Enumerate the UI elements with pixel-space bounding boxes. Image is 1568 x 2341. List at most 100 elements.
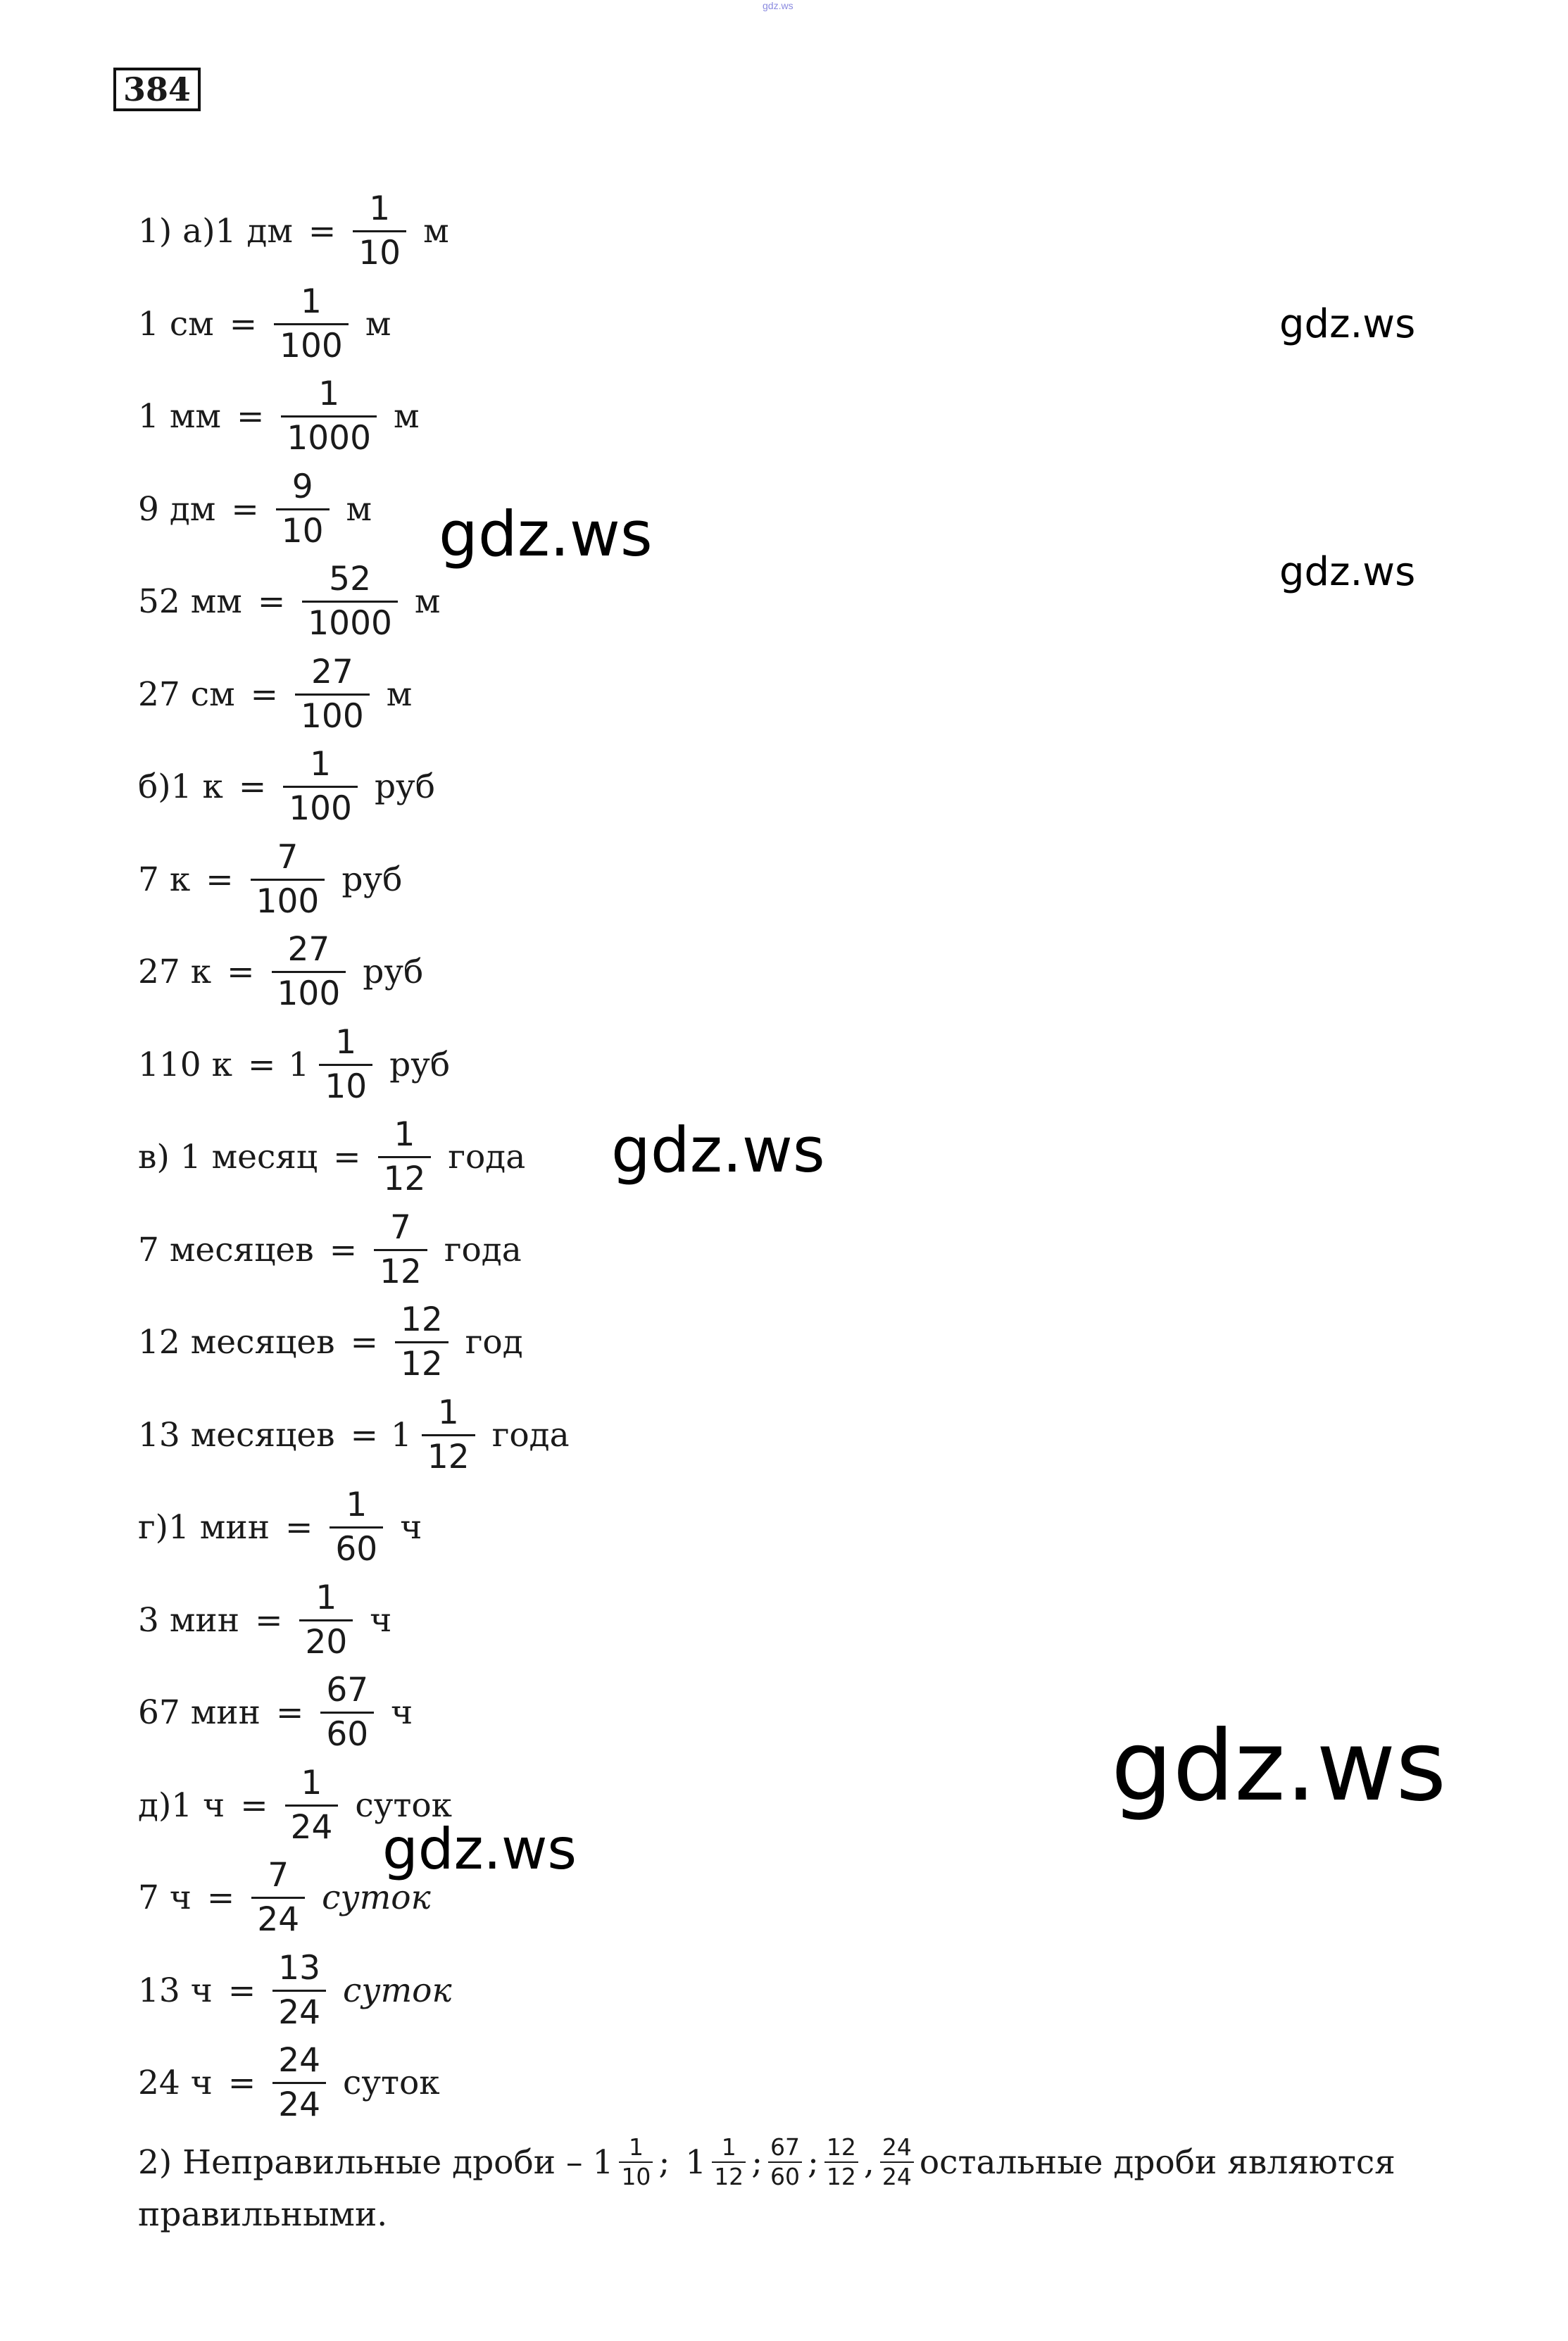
denominator: 100 bbox=[289, 789, 352, 828]
denominator: 12 bbox=[714, 2163, 744, 2190]
conversion-row: 1) а)1 дм = 1 10 м bbox=[138, 189, 449, 273]
separator: ; bbox=[658, 2142, 670, 2182]
conversion-row: 7 ч = 7 24 суток bbox=[138, 1855, 431, 1940]
fraction-bar bbox=[824, 2161, 858, 2163]
row-quantity: 7 ч bbox=[138, 1878, 192, 1917]
conversion-row: 27 к = 27 100 руб bbox=[138, 929, 423, 1014]
denominator: 100 bbox=[256, 881, 320, 921]
fraction: 1 12 bbox=[712, 2133, 746, 2191]
unit: руб bbox=[363, 952, 424, 991]
conversion-row: в) 1 месяц = 1 12 года bbox=[138, 1115, 525, 1199]
unit: суток bbox=[343, 2063, 440, 2102]
part2-tail-line2: правильными. bbox=[138, 2195, 388, 2234]
fraction: 52 1000 bbox=[302, 558, 398, 645]
conversion-row: 7 к = 7 100 руб bbox=[138, 837, 402, 922]
denominator: 12 bbox=[427, 1437, 470, 1476]
numerator: 7 bbox=[268, 1855, 289, 1895]
numerator: 12 bbox=[400, 1300, 443, 1339]
fraction-bar bbox=[394, 1341, 449, 1343]
row-quantity: 24 ч bbox=[138, 2063, 213, 2102]
numerator: 1 bbox=[394, 1115, 415, 1154]
fraction-bar bbox=[879, 2161, 914, 2163]
fraction: 24 24 bbox=[879, 2133, 914, 2191]
equals-sign: = bbox=[236, 396, 265, 436]
unit: ч bbox=[391, 1693, 413, 1732]
fraction-bar bbox=[768, 2161, 803, 2163]
fraction-bar bbox=[281, 415, 377, 418]
conversion-row: 13 месяцев = 1 1 12 года bbox=[138, 1393, 570, 1477]
whole-part: 1 bbox=[685, 2142, 707, 2182]
numerator: 24 bbox=[278, 2040, 321, 2080]
denominator: 1000 bbox=[308, 603, 392, 643]
unit: ч bbox=[370, 1600, 392, 1640]
fraction-bar bbox=[251, 1896, 306, 1899]
equals-sign: = bbox=[350, 1322, 378, 1362]
unit: м bbox=[393, 396, 420, 436]
fraction-bar bbox=[274, 322, 349, 325]
conversion-row: г)1 мин = 1 60 ч bbox=[138, 1485, 422, 1569]
fraction: 13 24 bbox=[272, 1947, 327, 2034]
fraction: 1 1000 bbox=[281, 373, 377, 460]
row-quantity: 13 месяцев bbox=[138, 1415, 335, 1455]
denominator: 10 bbox=[358, 233, 401, 272]
denominator: 12 bbox=[380, 1252, 422, 1291]
fraction: 7 100 bbox=[250, 836, 325, 923]
conversion-row: 1 см = 1 100 м bbox=[138, 282, 391, 366]
row-quantity: 3 мин bbox=[138, 1600, 240, 1640]
unit: руб bbox=[389, 1045, 451, 1084]
fraction-bar bbox=[272, 1989, 327, 1992]
numerator: 27 bbox=[287, 929, 330, 969]
numerator: 24 bbox=[882, 2133, 912, 2161]
equals-sign: = bbox=[250, 674, 279, 714]
fraction-bar bbox=[250, 878, 325, 881]
denominator: 12 bbox=[400, 1344, 443, 1383]
equals-sign: = bbox=[240, 1785, 268, 1825]
row-quantity: 13 ч bbox=[138, 1971, 213, 2010]
conversion-row: 3 мин = 1 20 ч bbox=[138, 1578, 391, 1662]
unit: года bbox=[444, 1230, 522, 1269]
row-quantity: 7 месяцев bbox=[138, 1230, 314, 1269]
separator: ; bbox=[808, 2142, 819, 2182]
equals-sign: = bbox=[333, 1137, 361, 1176]
numerator: 1 bbox=[310, 744, 332, 784]
unit: руб bbox=[341, 860, 403, 899]
numerator: 1 bbox=[335, 1022, 357, 1062]
row-quantity: 67 мин bbox=[138, 1693, 261, 1732]
unit: м bbox=[386, 674, 413, 714]
row-quantity: г)1 мин bbox=[138, 1507, 270, 1547]
row-quantity: 52 мм bbox=[138, 582, 242, 621]
fraction: 67 60 bbox=[768, 2133, 803, 2191]
numerator: 1 bbox=[301, 1763, 322, 1802]
fraction-bar bbox=[712, 2161, 746, 2163]
conversion-row: 67 мин = 67 60 ч bbox=[138, 1670, 413, 1755]
conversion-row: 1 мм = 1 1000 м bbox=[138, 374, 420, 458]
denominator: 60 bbox=[326, 1714, 369, 1754]
conversion-row: 13 ч = 13 24 суток bbox=[138, 1948, 452, 2033]
unit: год bbox=[465, 1322, 523, 1362]
numerator: 67 bbox=[770, 2133, 801, 2161]
exercise-number-box: 384 bbox=[113, 68, 201, 111]
watermark-text: gdz.ws bbox=[1111, 1709, 1447, 1823]
equals-sign: = bbox=[275, 1693, 304, 1732]
conversion-row: 24 ч = 24 24 суток bbox=[138, 2040, 440, 2125]
watermark-text: gdz.ws bbox=[382, 1816, 577, 1882]
denominator: 24 bbox=[278, 1992, 321, 2032]
fraction: 1 24 bbox=[284, 1762, 339, 1849]
fraction: 1 20 bbox=[299, 1577, 353, 1664]
numerator: 13 bbox=[278, 1948, 321, 1988]
numerator: 7 bbox=[277, 837, 299, 877]
watermark-text: gdz.ws bbox=[611, 1114, 825, 1186]
equals-sign: = bbox=[308, 211, 337, 251]
fraction: 67 60 bbox=[320, 1669, 375, 1756]
row-quantity: 9 дм bbox=[138, 489, 216, 529]
equals-sign: = bbox=[329, 1230, 358, 1269]
fraction-bar bbox=[295, 693, 370, 696]
fraction-bar bbox=[353, 230, 407, 232]
denominator: 100 bbox=[280, 326, 343, 365]
unit: года bbox=[491, 1415, 570, 1455]
equals-sign: = bbox=[248, 1045, 276, 1084]
fraction-bar bbox=[330, 1526, 384, 1529]
denominator: 12 bbox=[826, 2163, 856, 2190]
fraction-bar bbox=[302, 600, 398, 603]
fraction: 27 100 bbox=[271, 929, 346, 1015]
